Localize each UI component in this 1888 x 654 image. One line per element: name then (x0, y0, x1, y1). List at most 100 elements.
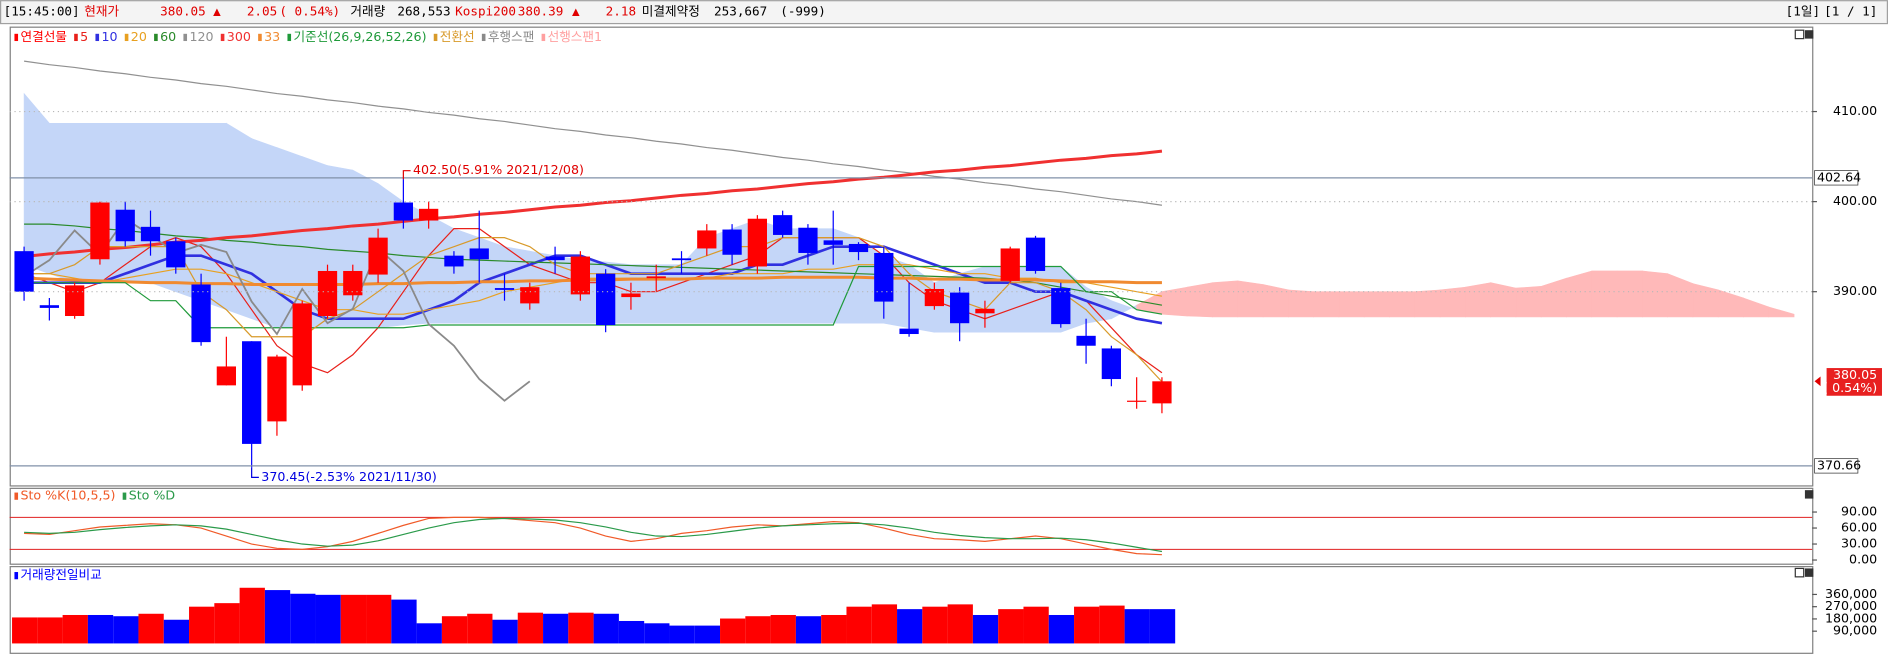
volume-bar (62, 614, 88, 644)
volume-bar (1149, 609, 1176, 644)
oi-change: (-999) (780, 4, 826, 19)
candle-body (14, 251, 34, 292)
y-tick-label: 390.00 (1833, 283, 1877, 298)
cloud-segment (504, 246, 531, 324)
volume-bar (416, 623, 442, 644)
legend-entry: 후행스팬 (488, 29, 534, 44)
y-tick-label: 270,000 (1825, 598, 1877, 613)
candle-body (65, 285, 85, 317)
panel-button[interactable] (1794, 29, 1805, 40)
volume-bar (593, 613, 619, 644)
volume-bar (366, 594, 392, 644)
cloud-segment (453, 228, 480, 324)
overlay-line (24, 237, 1163, 383)
header-bar (0, 0, 1888, 25)
legend-swatch (14, 33, 19, 42)
volume-bar (644, 623, 670, 644)
y-tick-label: 90,000 (1833, 623, 1877, 638)
candle-body (90, 202, 110, 260)
candle-body (267, 356, 287, 422)
cloud-segment (1439, 286, 1466, 318)
panel-button[interactable] (1804, 490, 1814, 499)
legend-entry: 33 (264, 29, 280, 44)
y-tick-label: 30.00 (1841, 536, 1877, 551)
candle-body (874, 252, 894, 302)
legend-entry: 기준선(26,9,26,52,26) (293, 29, 426, 44)
candle-body (115, 209, 135, 242)
overlay-line (24, 275, 1162, 286)
cloud-segment (1363, 291, 1390, 318)
candle-body (747, 218, 767, 267)
price-chart: 390.00 400.00 410.00 402.64 370.66 402.50(5.9… (9, 29, 1882, 484)
legend-entry: 60 (160, 29, 176, 44)
volume-bar (1074, 606, 1100, 644)
candle-body (823, 240, 843, 245)
candle-body (1051, 288, 1071, 325)
candle-body (646, 276, 666, 279)
candle-body (1127, 400, 1147, 402)
cloud-segment (49, 122, 75, 284)
volume-bar (340, 594, 367, 644)
candle-body (419, 208, 439, 221)
legend-entry: 선행스팬1 (548, 29, 603, 44)
volume-bar (1099, 605, 1125, 644)
volume-bar (1124, 609, 1150, 644)
volume-bar (922, 606, 948, 644)
cloud-segment (226, 122, 252, 320)
y-tick-label: 360,000 (1825, 586, 1877, 601)
current-price-pointer (1814, 376, 1821, 387)
legend-entry: 10 (101, 29, 117, 44)
oi-label: 미결제약정 (642, 4, 700, 19)
volume-bar (391, 599, 417, 644)
candle-body (722, 229, 742, 255)
volume-bar (694, 625, 721, 644)
volume-bar (264, 590, 291, 644)
candle-body (393, 202, 413, 221)
candle-body (1152, 381, 1172, 404)
page-indicator[interactable]: [1 / 1] (1824, 4, 1877, 19)
y-tick-label: 400.00 (1833, 193, 1877, 208)
volume-bar (214, 603, 240, 644)
stochastic-panel (9, 487, 1814, 565)
volume-bar (315, 594, 341, 644)
volume-bar (972, 614, 999, 644)
stochastic-line (24, 516, 1162, 556)
candle-body (1025, 237, 1046, 271)
period[interactable]: [1일] (1786, 4, 1820, 19)
candle-body (494, 288, 515, 290)
panel-button[interactable] (1804, 30, 1814, 39)
candle-body (444, 255, 464, 267)
volume-bar (138, 613, 164, 644)
legend-swatch (183, 33, 188, 42)
change: 2.05 (247, 4, 277, 19)
header: [15:45:00] 현재가 380.05 ▲ 2.05 ( 0.54%) 거래… (4, 4, 1878, 19)
kospi: 380.39 (518, 4, 564, 19)
candle-body (671, 258, 692, 261)
y-tick-label: 410.00 (1833, 103, 1877, 118)
volume-bar (821, 614, 847, 644)
legend-swatch (154, 33, 158, 42)
panel-button[interactable] (1794, 567, 1805, 578)
cloud-segment (1642, 270, 1668, 318)
overlay-line (23, 60, 1163, 206)
legend-entry: 5 (80, 29, 88, 44)
volume-bar (239, 587, 265, 644)
candle-body (317, 270, 338, 317)
cloud-segment (1237, 280, 1264, 318)
volume-bar (467, 613, 493, 644)
volume-bar (517, 612, 544, 644)
cloud-segment (1768, 306, 1795, 318)
legend-entry: 120 (189, 29, 213, 44)
volume-bar (290, 593, 316, 644)
candle-body (950, 292, 970, 324)
legend-swatch (14, 572, 19, 580)
panel-button[interactable] (1804, 568, 1814, 577)
candle-body (216, 366, 236, 386)
cloud-segment (200, 122, 227, 311)
cloud-segment (1186, 282, 1213, 318)
overlay-line (23, 149, 1163, 259)
volume-bar (745, 616, 771, 644)
